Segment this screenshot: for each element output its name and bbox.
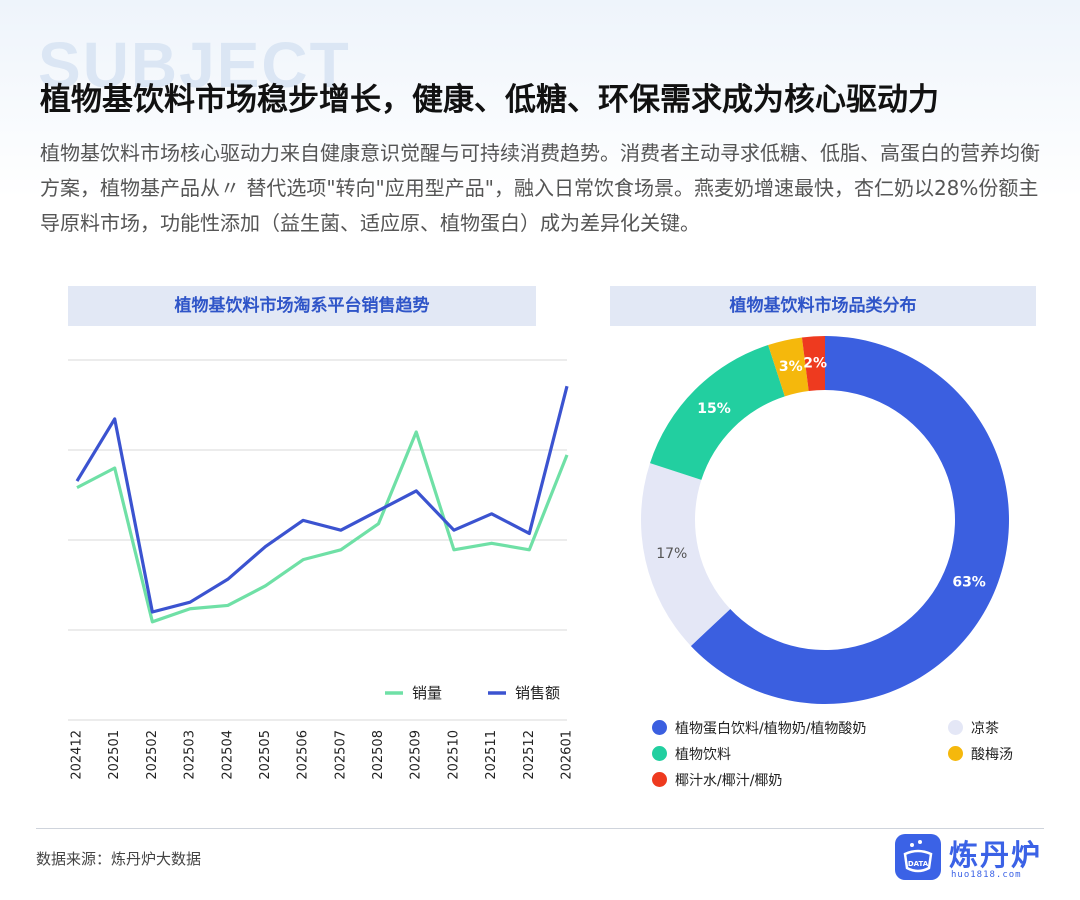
x-tick-label: 202601 (560, 730, 575, 780)
x-tick-label: 202506 (296, 730, 311, 780)
legend-label: 销量 (412, 684, 442, 702)
legend-swatch (948, 746, 963, 761)
x-tick-label: 202505 (258, 730, 273, 780)
series-line (76, 430, 569, 624)
legend-swatch (948, 720, 963, 735)
x-tick-label: 202510 (446, 730, 461, 780)
legend-item-plum-juice: 酸梅汤 (948, 744, 1013, 764)
x-tick-label: 202503 (183, 730, 198, 780)
brand-logo: DATA 炼丹炉 huo1818.com (895, 834, 1055, 884)
x-tick-label: 202502 (145, 730, 160, 780)
legend-item-plant-drink: 植物饮料 (652, 744, 731, 764)
x-tick-label: 202507 (333, 730, 348, 780)
series-line (75, 385, 569, 614)
donut-slice (650, 345, 785, 480)
donut-slice (768, 337, 809, 397)
line-chart-title: 植物基饮料市场淘系平台销售趋势 (68, 286, 536, 326)
line-chart: 202412 202501 202502 202503 202504 202505 2025… (68, 359, 575, 780)
legend-label: 凉茶 (971, 721, 999, 737)
cauldron-icon (903, 840, 933, 873)
legend-item-herbal-tea: 凉茶 (948, 718, 999, 738)
x-tick-label: 202512 (522, 730, 537, 780)
x-tick-label: 202511 (484, 730, 499, 780)
logo-name: 炼丹炉 (949, 838, 1043, 872)
page-subtitle: 植物基饮料市场核心驱动力来自健康意识觉醒与可持续消费趋势。消费者主动寻求低糖、低… (40, 141, 1040, 235)
legend-label: 酸梅汤 (971, 747, 1013, 763)
slice-value-label: 17% (656, 546, 687, 562)
logo-icon: DATA (895, 834, 941, 880)
footer-divider (36, 828, 1044, 829)
slice-value-label: 3% (779, 359, 803, 375)
x-tick-label: 202509 (409, 730, 424, 780)
donut-chart: 63% 17% 15% 3% 2% (641, 336, 1009, 704)
donut-slice (801, 336, 825, 392)
data-source: 数据来源：炼丹炉大数据 (36, 850, 202, 868)
slice-value-label: 15% (697, 401, 731, 417)
slice-value-label: 63% (952, 574, 986, 590)
donut-chart-title: 植物基饮料市场品类分布 (610, 286, 1036, 326)
legend-swatch (652, 746, 667, 761)
page-title: 植物基饮料市场稳步增长，健康、低糖、环保需求成为核心驱动力 (40, 82, 939, 118)
x-tick-label: 202508 (371, 730, 386, 780)
logo-badge: DATA (907, 860, 929, 868)
legend-label: 销售额 (515, 684, 560, 702)
x-tick-label: 202504 (220, 730, 235, 780)
legend-swatch (652, 720, 667, 735)
legend-label: 植物饮料 (675, 747, 731, 763)
legend-item-coconut: 椰汁水/椰汁/椰奶 (652, 770, 782, 790)
legend-label: 椰汁水/椰汁/椰奶 (675, 773, 783, 789)
x-tick-label: 202412 (70, 730, 85, 780)
background-watermark-word: SUBJECT (38, 29, 351, 101)
logo-url: huo1818.com (951, 870, 1022, 880)
legend-label: 植物蛋白饮料/植物奶/植物酸奶 (675, 721, 867, 737)
donut-slice (641, 463, 731, 646)
x-tick-label: 202501 (107, 730, 122, 780)
legend-swatch (652, 772, 667, 787)
donut-slice (690, 336, 1009, 704)
slice-value-label: 2% (803, 355, 827, 371)
legend-item-plant-protein: 植物蛋白饮料/植物奶/植物酸奶 (652, 718, 866, 738)
